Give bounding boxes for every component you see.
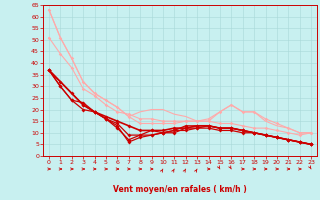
- X-axis label: Vent moyen/en rafales ( km/h ): Vent moyen/en rafales ( km/h ): [113, 185, 247, 194]
